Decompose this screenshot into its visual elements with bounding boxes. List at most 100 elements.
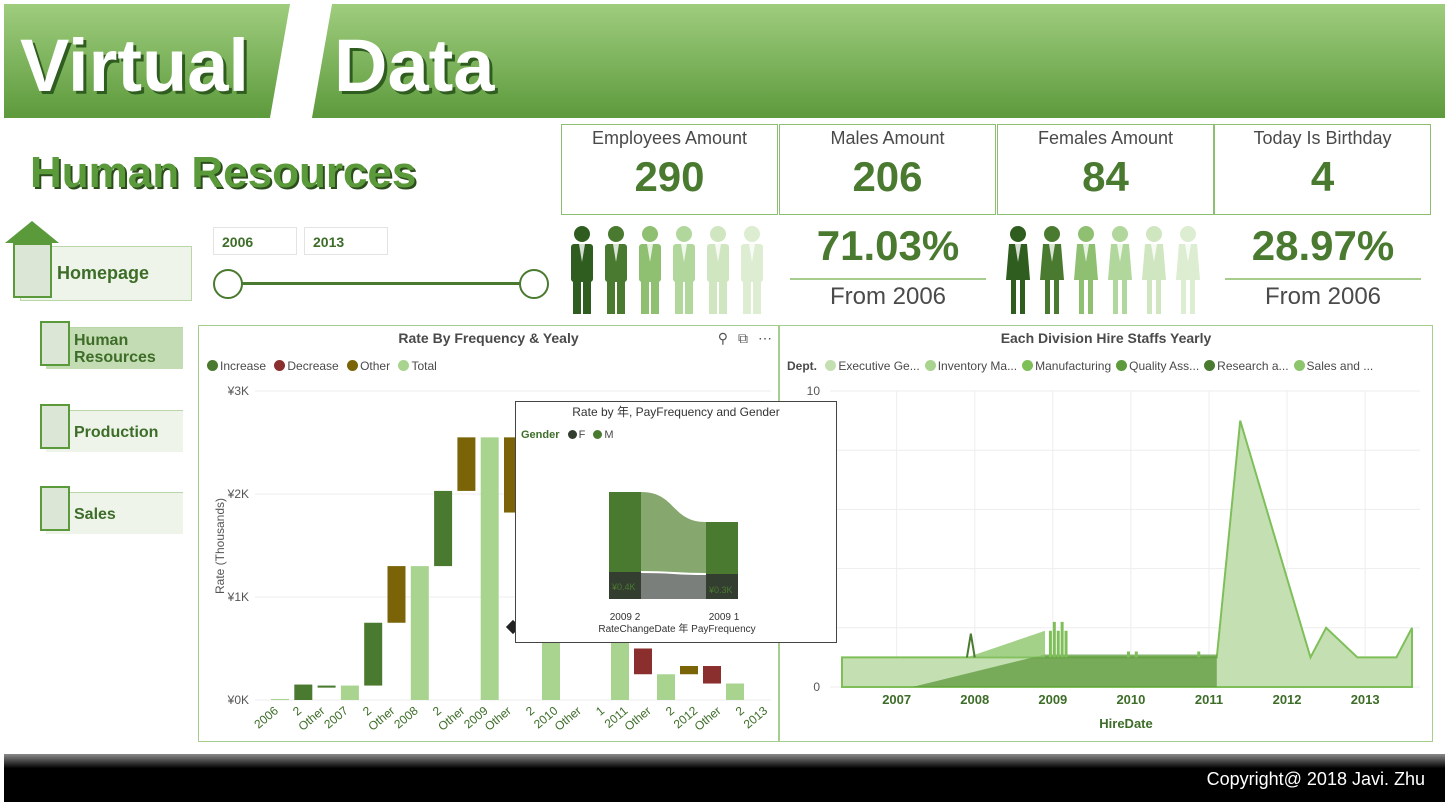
nav-square-icon — [40, 486, 70, 531]
nav-item-sales[interactable]: Sales — [40, 486, 183, 534]
nav-square-icon — [13, 243, 52, 298]
female-person-icon — [1142, 226, 1166, 314]
ribbon-data-label: ¥0.3K — [708, 585, 733, 595]
area-series-spike — [1127, 651, 1130, 658]
legend-label: Executive Ge... — [838, 359, 920, 373]
waterfall-bar — [611, 638, 629, 700]
kpi-value: 290 — [634, 153, 705, 200]
nav-item-human-resources[interactable]: Human Resources — [40, 321, 183, 369]
waterfall-bar — [457, 437, 476, 491]
x-tick-label: Other — [552, 704, 584, 734]
tooltip: Rate by 年, PayFrequency and Gender Gende… — [515, 401, 837, 643]
male-from-label: From 2006 — [829, 283, 947, 310]
kpi-label: Today Is Birthday — [1253, 128, 1392, 148]
pin-icon[interactable]: ⚲ — [717, 330, 728, 346]
x-axis-label: HireDate — [1099, 716, 1152, 731]
waterfall-bar — [340, 685, 359, 700]
y-tick-label: ¥2K — [227, 487, 249, 501]
legend-item-decrease[interactable]: Decrease — [274, 359, 339, 373]
x-axis-label: RateChangeDate 年 PayFrequency — [598, 622, 755, 635]
legend-marker — [825, 360, 837, 371]
legend-item-total[interactable]: Total — [398, 359, 437, 373]
male-percentage: 71.03% — [816, 222, 960, 269]
ribbon-band-m — [641, 492, 706, 574]
y-axis-label: Rate (Thousands) — [213, 498, 227, 594]
x-tick-label: 2012 — [1273, 692, 1302, 707]
x-tick-label: Other — [692, 704, 724, 734]
nav-homepage-label: Homepage — [57, 263, 150, 283]
up-arrow-icon[interactable] — [5, 221, 59, 243]
female-person-icon — [1108, 226, 1132, 314]
male-people-icons — [571, 226, 763, 314]
y-tick-label: 10 — [807, 384, 821, 398]
waterfall-bar — [634, 648, 652, 675]
kpi-birthday-card: Today Is Birthday 4 — [1214, 124, 1431, 215]
banner-word-virtual: Virtual — [20, 24, 249, 107]
slicer-end-year-input[interactable]: 2013 — [304, 227, 388, 255]
area-series-spike — [1060, 621, 1064, 658]
year-slider-track[interactable] — [228, 282, 534, 285]
waterfall-bar — [294, 684, 313, 700]
area-series-spike — [1134, 651, 1138, 658]
x-tick-label: 2009 — [1038, 692, 1067, 707]
waterfall-bar — [542, 638, 560, 700]
area-series-spike — [965, 633, 976, 658]
female-person-icon — [1040, 226, 1064, 314]
kpi-value: 206 — [852, 153, 923, 200]
x-tick-label: 2009 1 — [709, 612, 740, 623]
ribbon-bar-m — [609, 492, 641, 572]
legend-item-dept[interactable]: Sales and ... — [1293, 359, 1373, 373]
female-person-icon — [1176, 226, 1200, 314]
legend-item-dept[interactable]: Quality Ass... — [1116, 359, 1199, 373]
male-person-icon — [571, 226, 593, 314]
legend-item-increase[interactable]: Increase — [207, 359, 266, 373]
chart-title: Rate By Frequency & Yealy — [398, 330, 579, 346]
nav-homepage-button[interactable]: Homepage — [13, 243, 192, 301]
banner-word-data: Data — [334, 24, 495, 107]
legend-item-dept[interactable]: Manufacturing — [1022, 359, 1111, 373]
waterfall-bar — [317, 685, 336, 688]
focus-mode-icon[interactable]: ⧉ — [738, 330, 748, 346]
x-tick-label: Other — [622, 704, 654, 734]
male-person-icon — [707, 226, 729, 314]
waterfall-bar — [434, 490, 453, 567]
legend-item-dept[interactable]: Executive Ge... — [825, 359, 920, 373]
area-series-ramp — [966, 630, 1046, 658]
legend-item-dept[interactable]: Research a... — [1204, 359, 1289, 373]
area-series-band — [912, 654, 1217, 687]
waterfall-bar — [703, 666, 721, 684]
x-tick-label: 2011 — [1195, 692, 1223, 707]
y-tick-label: ¥3K — [227, 384, 249, 398]
slicer-start-year-input[interactable]: 2006 — [213, 227, 297, 255]
waterfall-bar — [657, 674, 675, 700]
slider-start-handle[interactable] — [213, 269, 243, 299]
legend-title: Dept. — [787, 359, 817, 373]
waterfall-legend: Increase Decrease Other Total — [207, 359, 442, 373]
tooltip-title: Rate by 年, PayFrequency and Gender — [572, 405, 780, 419]
male-person-icon — [741, 226, 763, 314]
legend-label: Research a... — [1217, 359, 1289, 373]
more-options-icon[interactable]: ⋯ — [758, 330, 772, 346]
ribbon-divider — [640, 571, 707, 575]
legend-item-other[interactable]: Other — [347, 359, 390, 373]
hire-area-chart-panel[interactable]: Each Division Hire Staffs Yearly Dept. E… — [779, 325, 1433, 742]
x-tick-label: 2009 2 — [610, 612, 641, 623]
male-person-icon — [605, 226, 627, 314]
kpi-value: 4 — [1310, 153, 1335, 200]
legend-marker — [1204, 360, 1216, 371]
banner-divider — [269, 4, 333, 118]
footer: Copyright@ 2018 Javi. Zhu — [4, 754, 1445, 802]
kpi-label: Employees Amount — [591, 128, 748, 148]
kpi-label: Males Amount — [830, 128, 945, 148]
area-series-spike — [1056, 630, 1060, 658]
x-tick-label: 2008 — [960, 692, 989, 707]
slider-end-handle[interactable] — [519, 269, 549, 299]
legend-item-dept[interactable]: Inventory Ma... — [924, 359, 1017, 373]
legend-label: Manufacturing — [1035, 359, 1112, 373]
nav-item-production[interactable]: Production — [40, 404, 183, 452]
waterfall-bar — [480, 437, 499, 700]
x-tick-label: 2013 — [741, 703, 771, 731]
divider — [1225, 278, 1421, 280]
ribbon-band-f — [641, 572, 706, 599]
legend-label: Quality Ass... — [1129, 359, 1200, 373]
